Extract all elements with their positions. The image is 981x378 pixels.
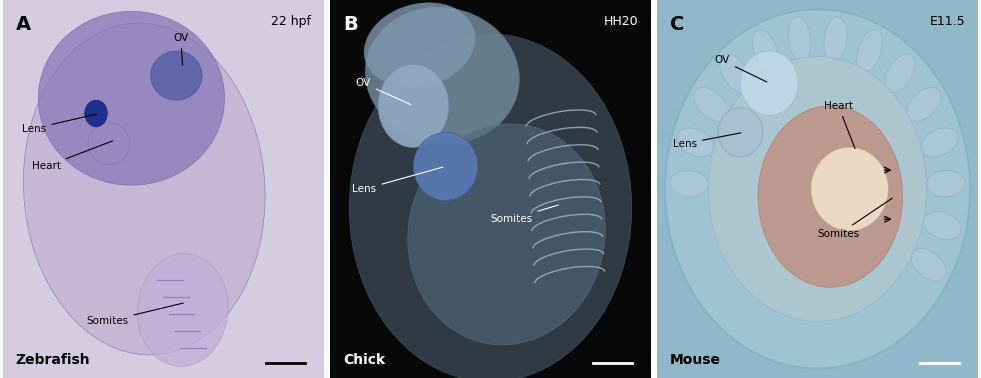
Text: Lens: Lens: [673, 133, 741, 149]
Ellipse shape: [906, 88, 941, 121]
Ellipse shape: [24, 23, 265, 355]
Ellipse shape: [741, 51, 799, 115]
Polygon shape: [3, 0, 324, 378]
Ellipse shape: [665, 9, 970, 369]
Text: Heart: Heart: [31, 141, 113, 171]
Text: C: C: [670, 15, 684, 34]
Text: Chick: Chick: [342, 353, 385, 367]
Ellipse shape: [694, 88, 728, 121]
Ellipse shape: [378, 64, 448, 147]
Text: Lens: Lens: [352, 167, 442, 194]
Ellipse shape: [38, 11, 225, 185]
Ellipse shape: [856, 29, 883, 72]
Ellipse shape: [720, 54, 750, 93]
Ellipse shape: [349, 34, 632, 378]
Text: E11.5: E11.5: [930, 15, 965, 28]
Ellipse shape: [923, 212, 961, 240]
Ellipse shape: [151, 51, 202, 100]
Ellipse shape: [137, 254, 228, 366]
Ellipse shape: [670, 170, 708, 197]
Ellipse shape: [408, 124, 605, 345]
Ellipse shape: [811, 147, 888, 231]
Ellipse shape: [364, 3, 476, 88]
Ellipse shape: [927, 170, 965, 197]
Polygon shape: [657, 0, 978, 378]
Ellipse shape: [885, 54, 915, 93]
Text: OV: OV: [356, 78, 411, 105]
Text: B: B: [342, 15, 357, 34]
Ellipse shape: [788, 17, 811, 62]
Ellipse shape: [911, 248, 947, 281]
Text: Zebrafish: Zebrafish: [16, 353, 90, 367]
Ellipse shape: [708, 57, 927, 321]
Text: 22 hpf: 22 hpf: [271, 15, 311, 28]
Text: Somites: Somites: [490, 205, 558, 224]
Polygon shape: [330, 0, 651, 378]
Text: Lens: Lens: [23, 114, 96, 133]
Text: OV: OV: [173, 33, 188, 65]
Ellipse shape: [677, 128, 714, 156]
Ellipse shape: [921, 128, 958, 156]
Ellipse shape: [718, 108, 763, 157]
Text: Mouse: Mouse: [670, 353, 721, 367]
Ellipse shape: [824, 17, 847, 62]
Ellipse shape: [413, 132, 478, 200]
Ellipse shape: [365, 7, 519, 144]
Text: Somites: Somites: [817, 198, 893, 239]
Ellipse shape: [88, 123, 129, 164]
Ellipse shape: [752, 29, 778, 72]
Text: OV: OV: [715, 56, 767, 82]
Ellipse shape: [758, 106, 903, 287]
Text: HH20: HH20: [603, 15, 639, 28]
Circle shape: [84, 100, 107, 127]
Text: Heart: Heart: [824, 101, 855, 149]
Text: Somites: Somites: [86, 303, 183, 326]
Text: A: A: [16, 15, 31, 34]
